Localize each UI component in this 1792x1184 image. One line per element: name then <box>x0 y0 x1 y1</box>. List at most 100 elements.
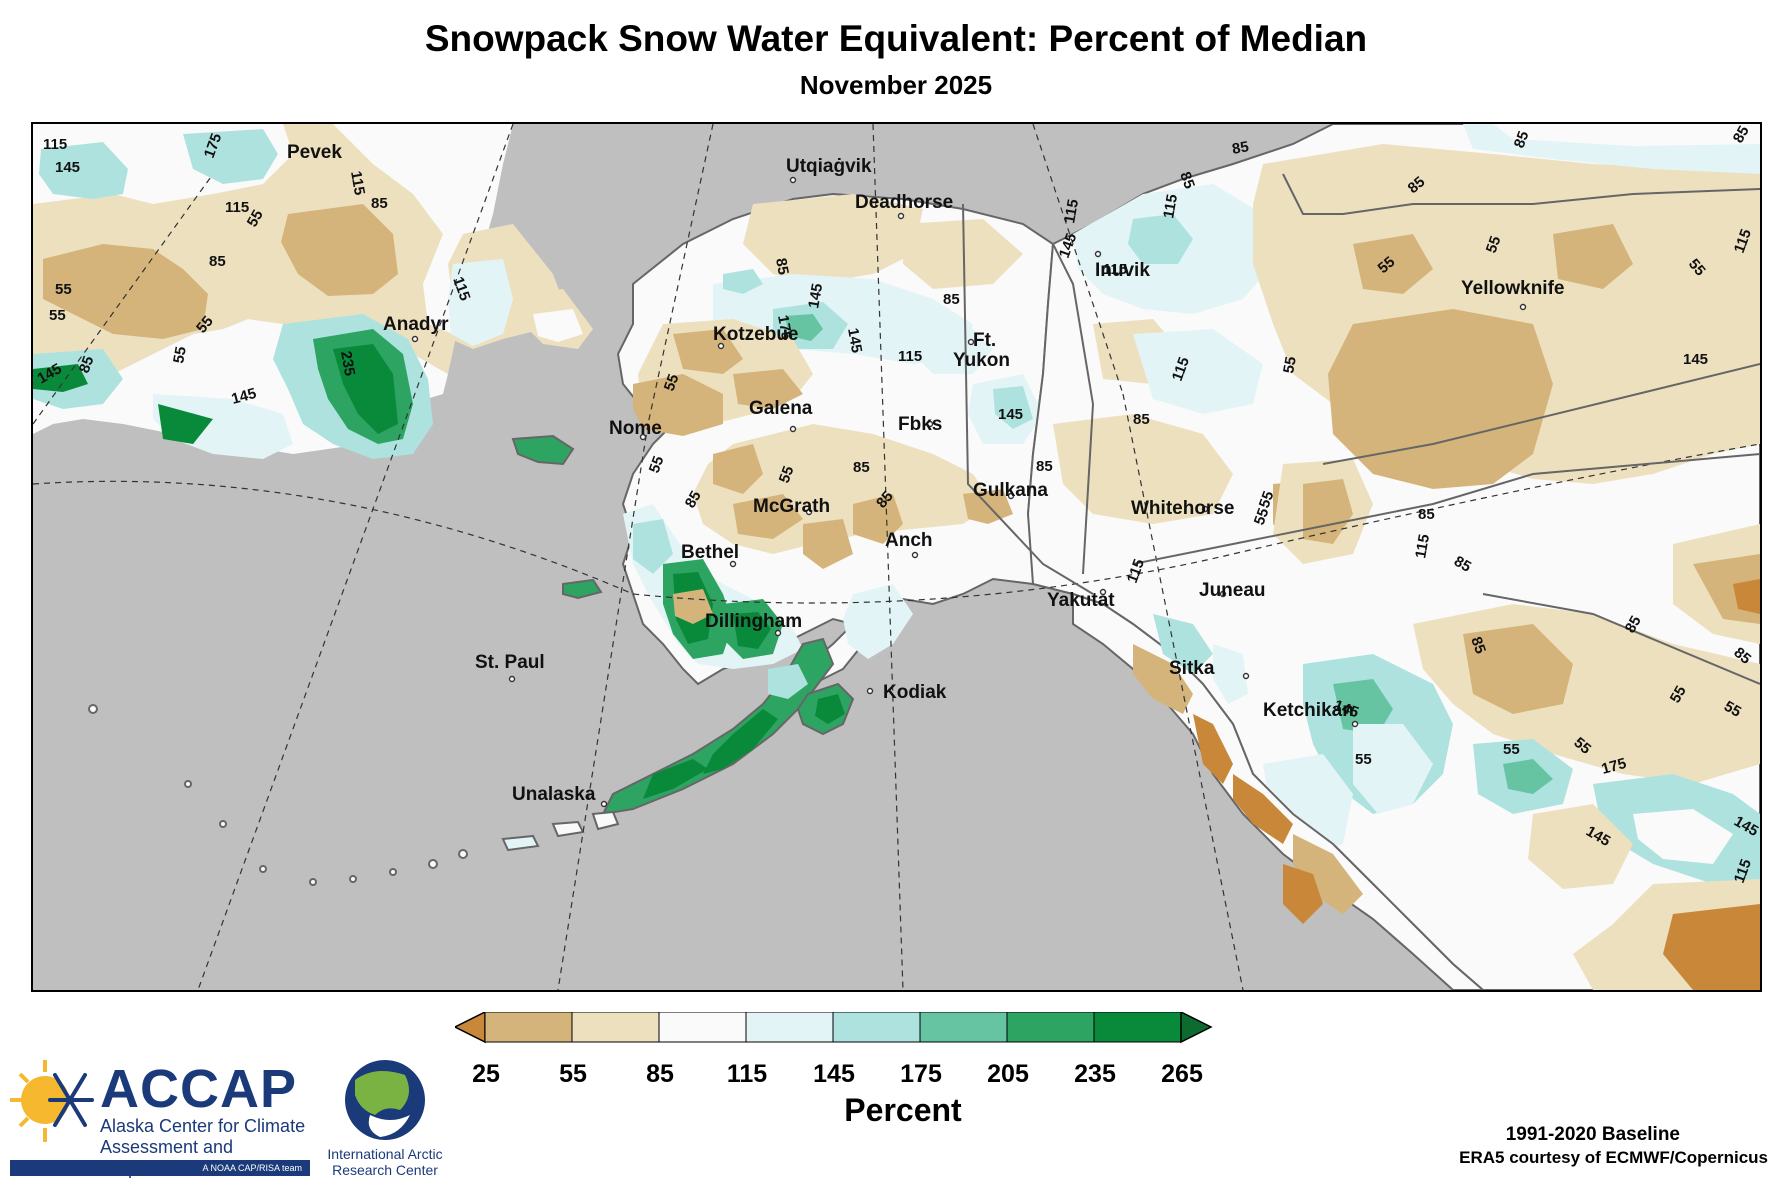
contour-label: 145 <box>230 385 259 408</box>
contour-label: 145 <box>844 327 865 355</box>
colorbar-bin <box>571 1012 660 1043</box>
anadyr-coast <box>33 314 448 459</box>
contour-label: 85 <box>1231 138 1250 158</box>
southeast-alaska <box>1072 592 1485 990</box>
contour-label: 145 <box>55 159 80 176</box>
city-label-sitka: Sitka <box>1169 658 1215 679</box>
contour-label: 55 <box>1256 489 1278 510</box>
iarc-name: International Arctic Research Center <box>327 1146 443 1178</box>
city-label-anadyr: Anadyr <box>383 314 449 335</box>
contour-label: 145 <box>998 406 1023 423</box>
city-label-stpaul: St. Paul <box>475 652 545 673</box>
contour-label: 85 <box>1467 635 1489 656</box>
contour-label: 55 <box>1251 506 1273 527</box>
colorbar-label: Percent <box>844 1092 962 1128</box>
city-markers <box>411 176 1527 808</box>
contour-label: 55 <box>55 281 72 298</box>
contour-label: 85 <box>772 257 792 276</box>
city-label-juneau: Juneau <box>1199 580 1266 601</box>
contour-label: 55 <box>1280 355 1300 374</box>
city-label-anch: Anch <box>885 530 933 551</box>
city-label-ft: Ft. <box>973 330 996 351</box>
colorbar-bin <box>919 1012 1008 1043</box>
city-label-nome: Nome <box>609 418 662 439</box>
contour-label: 175 <box>774 314 795 342</box>
colorbar-bin <box>832 1012 921 1043</box>
colorbar-tick: 175 <box>900 1060 942 1088</box>
colorbar-tick: 25 <box>472 1060 500 1088</box>
contour-label: 85 <box>1730 124 1753 146</box>
contour-label: 115 <box>347 170 368 197</box>
contour-label: 85 <box>853 459 870 476</box>
baseline-credit: 1991-2020 Baseline <box>1505 1124 1680 1145</box>
city-label-whitehorse: Whitehorse <box>1131 498 1234 519</box>
contour-label: 55 <box>170 345 190 364</box>
city-label-yukon: Yukon <box>953 350 1010 371</box>
chart-title: Snowpack Snow Water Equivalent: Percent … <box>424 18 1368 59</box>
contour-label: 85 <box>371 195 388 212</box>
city-label-yellowknife: Yellowknife <box>1461 278 1564 299</box>
contour-label: 55 <box>49 307 66 324</box>
city-label-fbks: Fbks <box>898 414 942 435</box>
borders <box>962 173 1760 685</box>
contour-label: 115 <box>1412 533 1433 560</box>
colorbar-bin <box>658 1012 747 1043</box>
city-label-gulkana: Gulkana <box>973 480 1048 501</box>
city-label-unalaska: Unalaska <box>512 784 596 805</box>
contour-label: 55 <box>1355 751 1372 768</box>
contour-label: 55 <box>776 464 798 485</box>
contour-label: 85 <box>943 291 960 308</box>
canada-landmass <box>1026 124 1760 990</box>
contour-label: 55 <box>1667 683 1690 706</box>
colorbar-bin <box>484 1012 573 1043</box>
chukotka-peninsula <box>448 224 593 349</box>
contour-label: 115 <box>43 136 67 153</box>
city-label-galena: Galena <box>749 398 813 419</box>
contour-label: 85 <box>1622 613 1645 636</box>
city-label-mcgrath: McGrath <box>753 496 830 517</box>
colorbar-bin <box>1006 1012 1095 1043</box>
accap-logo-mark <box>10 1060 94 1142</box>
contour-label: 115 <box>225 199 249 216</box>
city-label-kodiak: Kodiak <box>883 682 947 703</box>
colorbar-tick: 115 <box>726 1060 768 1088</box>
siberia-landmass <box>33 124 513 386</box>
contour-label: 175 <box>1600 755 1629 778</box>
city-label-inuvik: Inuvik <box>1095 260 1150 281</box>
kodiak-core <box>815 694 845 724</box>
alaska-peninsula <box>88 637 835 886</box>
chart-subtitle: November 2025 <box>799 70 993 100</box>
accap-team-band: A NOAA CAP/RISA team <box>10 1160 310 1176</box>
contour-label: 85 <box>1511 129 1533 150</box>
map-panel: 115 145 175 115 85 115 55 85 55 55 55 11… <box>31 122 1762 992</box>
colorbar-tick: 235 <box>1074 1060 1116 1088</box>
contour-label: 55 <box>1721 698 1744 721</box>
contour-label: 235 <box>337 350 358 378</box>
contour-label: 115 <box>1061 198 1082 225</box>
st-lawrence-island <box>511 434 575 466</box>
city-label-kotzebue: Kotzebue <box>713 324 799 345</box>
data-source-credit: ERA5 courtesy of ECMWF/Copernicus <box>1459 1148 1768 1167</box>
city-label-yakutat: Yakutat <box>1047 590 1115 611</box>
city-label-pevek: Pevek <box>287 142 342 163</box>
accap-name: ACCAP <box>100 1059 298 1119</box>
city-labels: Utqiaġvik Deadhorse Pevek Inuvik Yellowk… <box>287 142 1564 805</box>
contour-label: 115 <box>898 348 922 365</box>
city-label-bethel: Bethel <box>681 542 739 563</box>
colorbar <box>455 1012 1213 1044</box>
colorbar-tick: 265 <box>1161 1060 1203 1088</box>
contour-label: 85 <box>1176 170 1198 191</box>
graticule <box>33 124 1760 990</box>
kenai-peninsula <box>843 584 913 659</box>
contour-label: 145 <box>805 282 826 310</box>
nunivak-island <box>562 578 603 600</box>
city-label-ketchikan: Ketchikan <box>1263 700 1354 721</box>
colorbar-bin <box>1093 1012 1182 1043</box>
colorbar-under-arrow <box>455 1012 486 1044</box>
contour-label: 55 <box>244 207 267 230</box>
colorbar-tick: 55 <box>559 1060 587 1088</box>
contour-label: 115 <box>1160 193 1181 220</box>
contour-label: 85 <box>209 253 226 270</box>
contour-label: 85 <box>1418 506 1435 523</box>
contour-label: 85 <box>76 354 98 375</box>
